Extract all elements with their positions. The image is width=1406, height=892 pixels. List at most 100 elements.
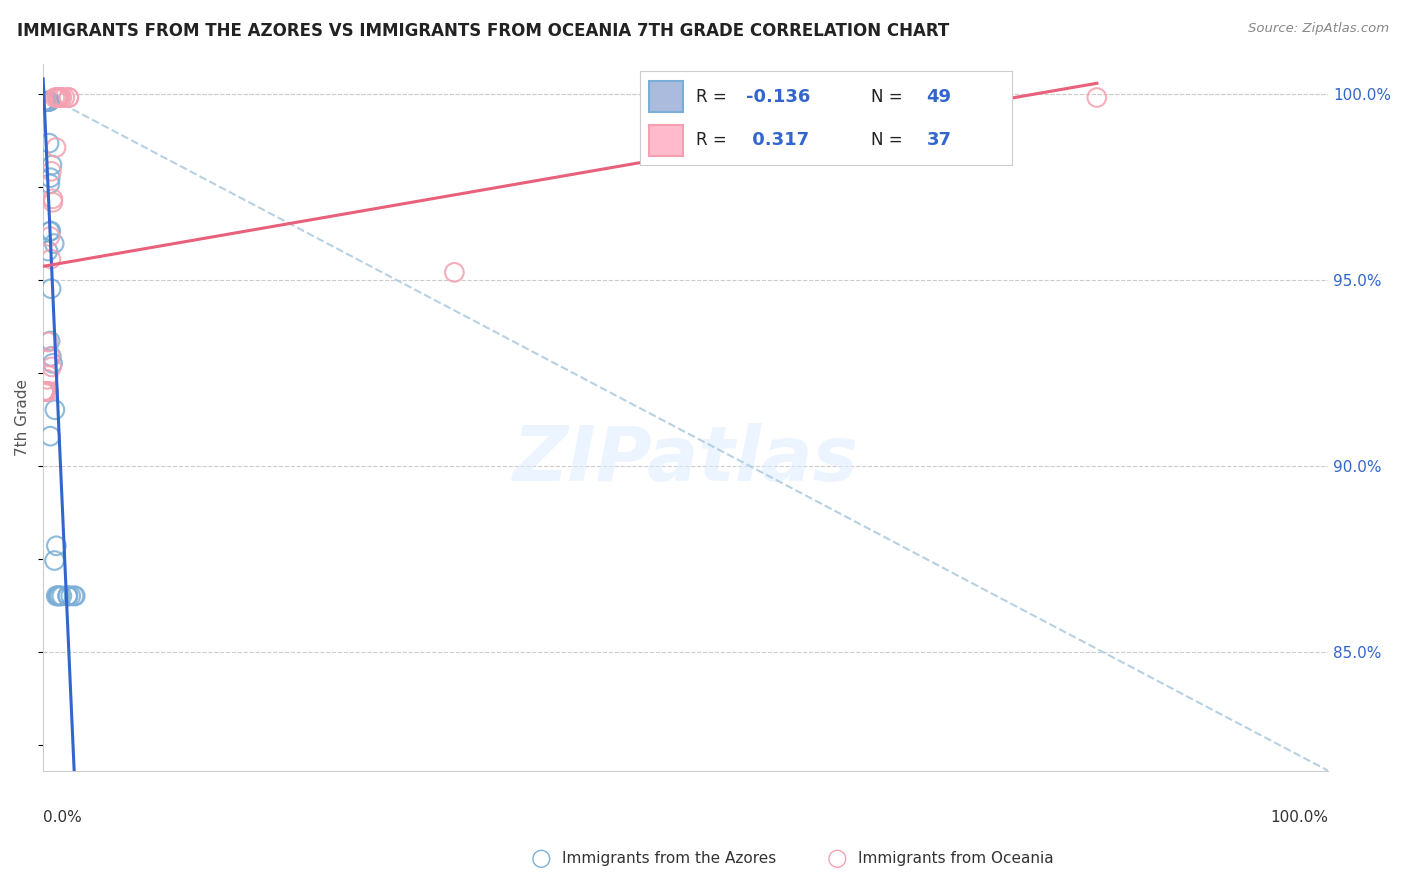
Point [37,368,59,383]
Text: 49: 49 [927,87,952,105]
Point [34,95,56,109]
Point [37,244,59,258]
Point [37,372,59,386]
Point [48,90,70,104]
Point [46,90,69,104]
Text: N =: N = [870,87,908,105]
Point [39,252,62,266]
Point [49,90,72,104]
Point [41,359,63,374]
Point [58,90,80,104]
Point [37,95,59,109]
Point [65,589,87,603]
Point [51,90,73,104]
Point [38,95,60,109]
Point [34,95,56,109]
Point [41,356,63,370]
Point [56,589,79,603]
Point [42,192,65,206]
Point [38,177,60,191]
Point [35,384,58,399]
Text: Immigrants from Oceania: Immigrants from Oceania [858,851,1053,865]
Point [45,90,67,104]
Text: N =: N = [870,131,908,149]
Point [34,95,56,109]
Text: ○: ○ [827,847,846,870]
Point [35,95,58,109]
Point [39,429,62,443]
Point [35,95,58,109]
Point [32,384,55,399]
Point [53,90,76,104]
Point [37,95,59,109]
Text: R =: R = [696,87,731,105]
Point [38,384,60,399]
Point [39,334,62,348]
Point [34,384,56,399]
Point [34,384,56,399]
Point [45,539,67,553]
Point [35,95,58,109]
Text: Immigrants from the Azores: Immigrants from the Azores [562,851,776,865]
Point [443,265,465,279]
Point [34,384,56,399]
Point [56,589,79,603]
Y-axis label: 7th Grade: 7th Grade [15,379,30,456]
Point [38,224,60,238]
Point [1085,90,1108,104]
Point [44,90,66,104]
Text: 100.0%: 100.0% [1270,810,1329,824]
Point [34,384,56,399]
Point [35,95,58,109]
Text: Source: ZipAtlas.com: Source: ZipAtlas.com [1249,22,1389,36]
Text: -0.136: -0.136 [747,87,810,105]
Point [45,589,67,603]
Point [49,589,72,603]
Text: ZIPatlas: ZIPatlas [513,423,859,497]
Point [39,229,62,244]
Point [39,350,62,364]
Point [893,90,915,104]
Point [51,589,73,603]
Point [44,402,66,417]
Point [56,589,79,603]
FancyBboxPatch shape [650,81,682,112]
Point [37,95,59,109]
Point [63,589,86,603]
Point [46,589,69,603]
Point [37,334,59,349]
Point [44,553,66,567]
Point [38,136,60,150]
Point [48,90,70,104]
Point [32,384,55,399]
Point [41,350,63,364]
Point [34,384,56,399]
Point [39,282,62,296]
Point [32,95,55,109]
Text: ○: ○ [531,847,551,870]
Point [32,95,55,109]
Point [34,384,56,399]
Point [58,90,80,104]
FancyBboxPatch shape [650,125,682,156]
Point [38,95,60,109]
Point [48,589,70,603]
Point [44,236,66,251]
Point [41,158,63,172]
Point [34,384,56,399]
Point [39,224,62,238]
Point [39,170,62,185]
Point [42,195,65,210]
Text: 0.317: 0.317 [747,131,808,149]
Point [32,95,55,109]
Point [46,90,69,104]
Point [45,140,67,154]
Point [35,95,58,109]
Text: 37: 37 [927,131,952,149]
Point [41,164,63,178]
Point [34,95,56,109]
Point [46,589,69,603]
Point [37,95,59,109]
Point [32,384,55,399]
Point [38,95,60,109]
